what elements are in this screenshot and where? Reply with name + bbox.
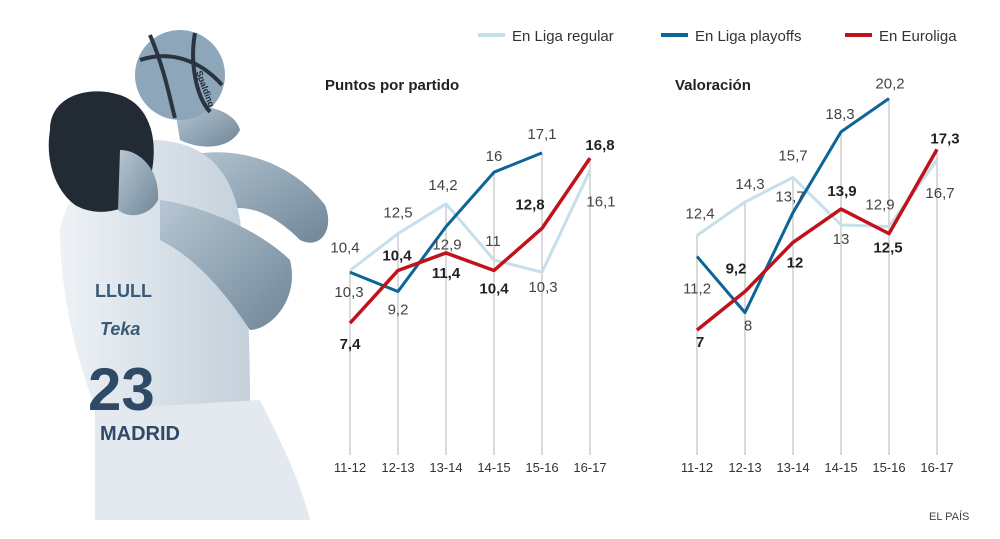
legend-label-euroliga: En Euroliga	[879, 28, 957, 45]
legend-label-playoffs: En Liga playoffs	[695, 28, 801, 45]
data-label-euroliga: 16,8	[585, 137, 614, 154]
data-label-regular: 13	[833, 231, 850, 248]
x-tick-label: 16-17	[573, 460, 606, 475]
data-label-euroliga: 7	[696, 334, 704, 351]
x-tick-label: 14-15	[824, 460, 857, 475]
x-tick-label: 16-17	[920, 460, 953, 475]
chart-puntos: 11-12 12-13 13-14 14-15 15-16 16-17 10,4 12,5 14…	[330, 126, 615, 475]
x-tick-label: 15-16	[525, 460, 558, 475]
source-credit: EL PAÍS	[929, 510, 969, 523]
data-label-playoffs: 13,7	[775, 189, 804, 206]
data-label-euroliga: 11,4	[432, 265, 461, 282]
data-label-regular: 10,3	[528, 279, 557, 296]
series-line-euroliga	[695, 148, 939, 332]
jersey-number: 23	[88, 356, 155, 423]
legend: En Liga regular En Liga playoffs En Euro…	[478, 28, 957, 45]
jersey-name: LLULL	[95, 281, 152, 301]
data-label-regular: 14,2	[428, 177, 457, 194]
player-photo: Spalding LLULL Teka 23 MADRID	[48, 30, 329, 520]
data-label-playoffs: 8	[744, 318, 752, 335]
chart-title-puntos: Puntos por partido	[325, 77, 459, 94]
data-label-playoffs: 12,9	[432, 237, 461, 254]
x-tick-label: 13-14	[429, 460, 462, 475]
data-label-euroliga: 9,2	[726, 261, 747, 278]
x-tick-label: 15-16	[872, 460, 905, 475]
data-label-playoffs: 17,1	[527, 126, 556, 143]
series-line-playoffs	[695, 97, 890, 315]
data-label-euroliga: 13,9	[827, 183, 856, 200]
data-label-playoffs: 11,2	[683, 280, 711, 297]
jersey-team: MADRID	[100, 423, 180, 445]
data-label-playoffs: 10,3	[334, 284, 363, 301]
series-line-regular	[349, 169, 592, 274]
jersey-sponsor: Teka	[100, 319, 140, 339]
data-label-euroliga: 10,4	[479, 280, 509, 297]
data-label-euroliga: 7,4	[340, 336, 362, 353]
data-label-euroliga: 10,4	[382, 247, 412, 264]
legend-label-regular: En Liga regular	[512, 28, 614, 45]
x-tick-label: 11-12	[334, 460, 366, 475]
data-label-regular: 10,4	[330, 239, 359, 256]
data-label-euroliga: 17,3	[930, 130, 959, 147]
data-label-euroliga: 12,8	[515, 196, 544, 213]
data-label-playoffs: 18,3	[825, 106, 854, 123]
data-label-playoffs: 16	[486, 148, 503, 165]
data-label-euroliga: 12,5	[873, 240, 902, 257]
data-label-regular: 16,1	[586, 193, 615, 210]
x-tick-label: 11-12	[681, 460, 713, 475]
data-label-regular: 14,3	[735, 176, 764, 193]
x-tick-label: 12-13	[728, 460, 761, 475]
data-label-regular: 12,5	[383, 205, 412, 222]
data-label-regular: 12,9	[865, 197, 894, 214]
x-tick-label: 12-13	[381, 460, 414, 475]
data-label-regular: 11	[485, 233, 501, 250]
data-label-playoffs: 20,2	[875, 75, 904, 92]
data-label-playoffs: 9,2	[388, 302, 409, 319]
chart-valoracion: 11-12 12-13 13-14 14-15 15-16 16-17 12,4 14,3 15…	[681, 75, 960, 475]
chart-title-valoracion: Valoración	[675, 77, 751, 94]
data-label-regular: 16,7	[925, 185, 954, 202]
x-tick-label: 13-14	[776, 460, 809, 475]
data-label-regular: 15,7	[778, 147, 807, 164]
series-line-regular	[696, 159, 939, 237]
series-line-playoffs	[349, 151, 543, 294]
x-tick-label: 14-15	[477, 460, 510, 475]
data-label-euroliga: 12	[787, 254, 804, 271]
data-label-regular: 12,4	[685, 205, 714, 222]
series-line-euroliga	[348, 157, 592, 325]
